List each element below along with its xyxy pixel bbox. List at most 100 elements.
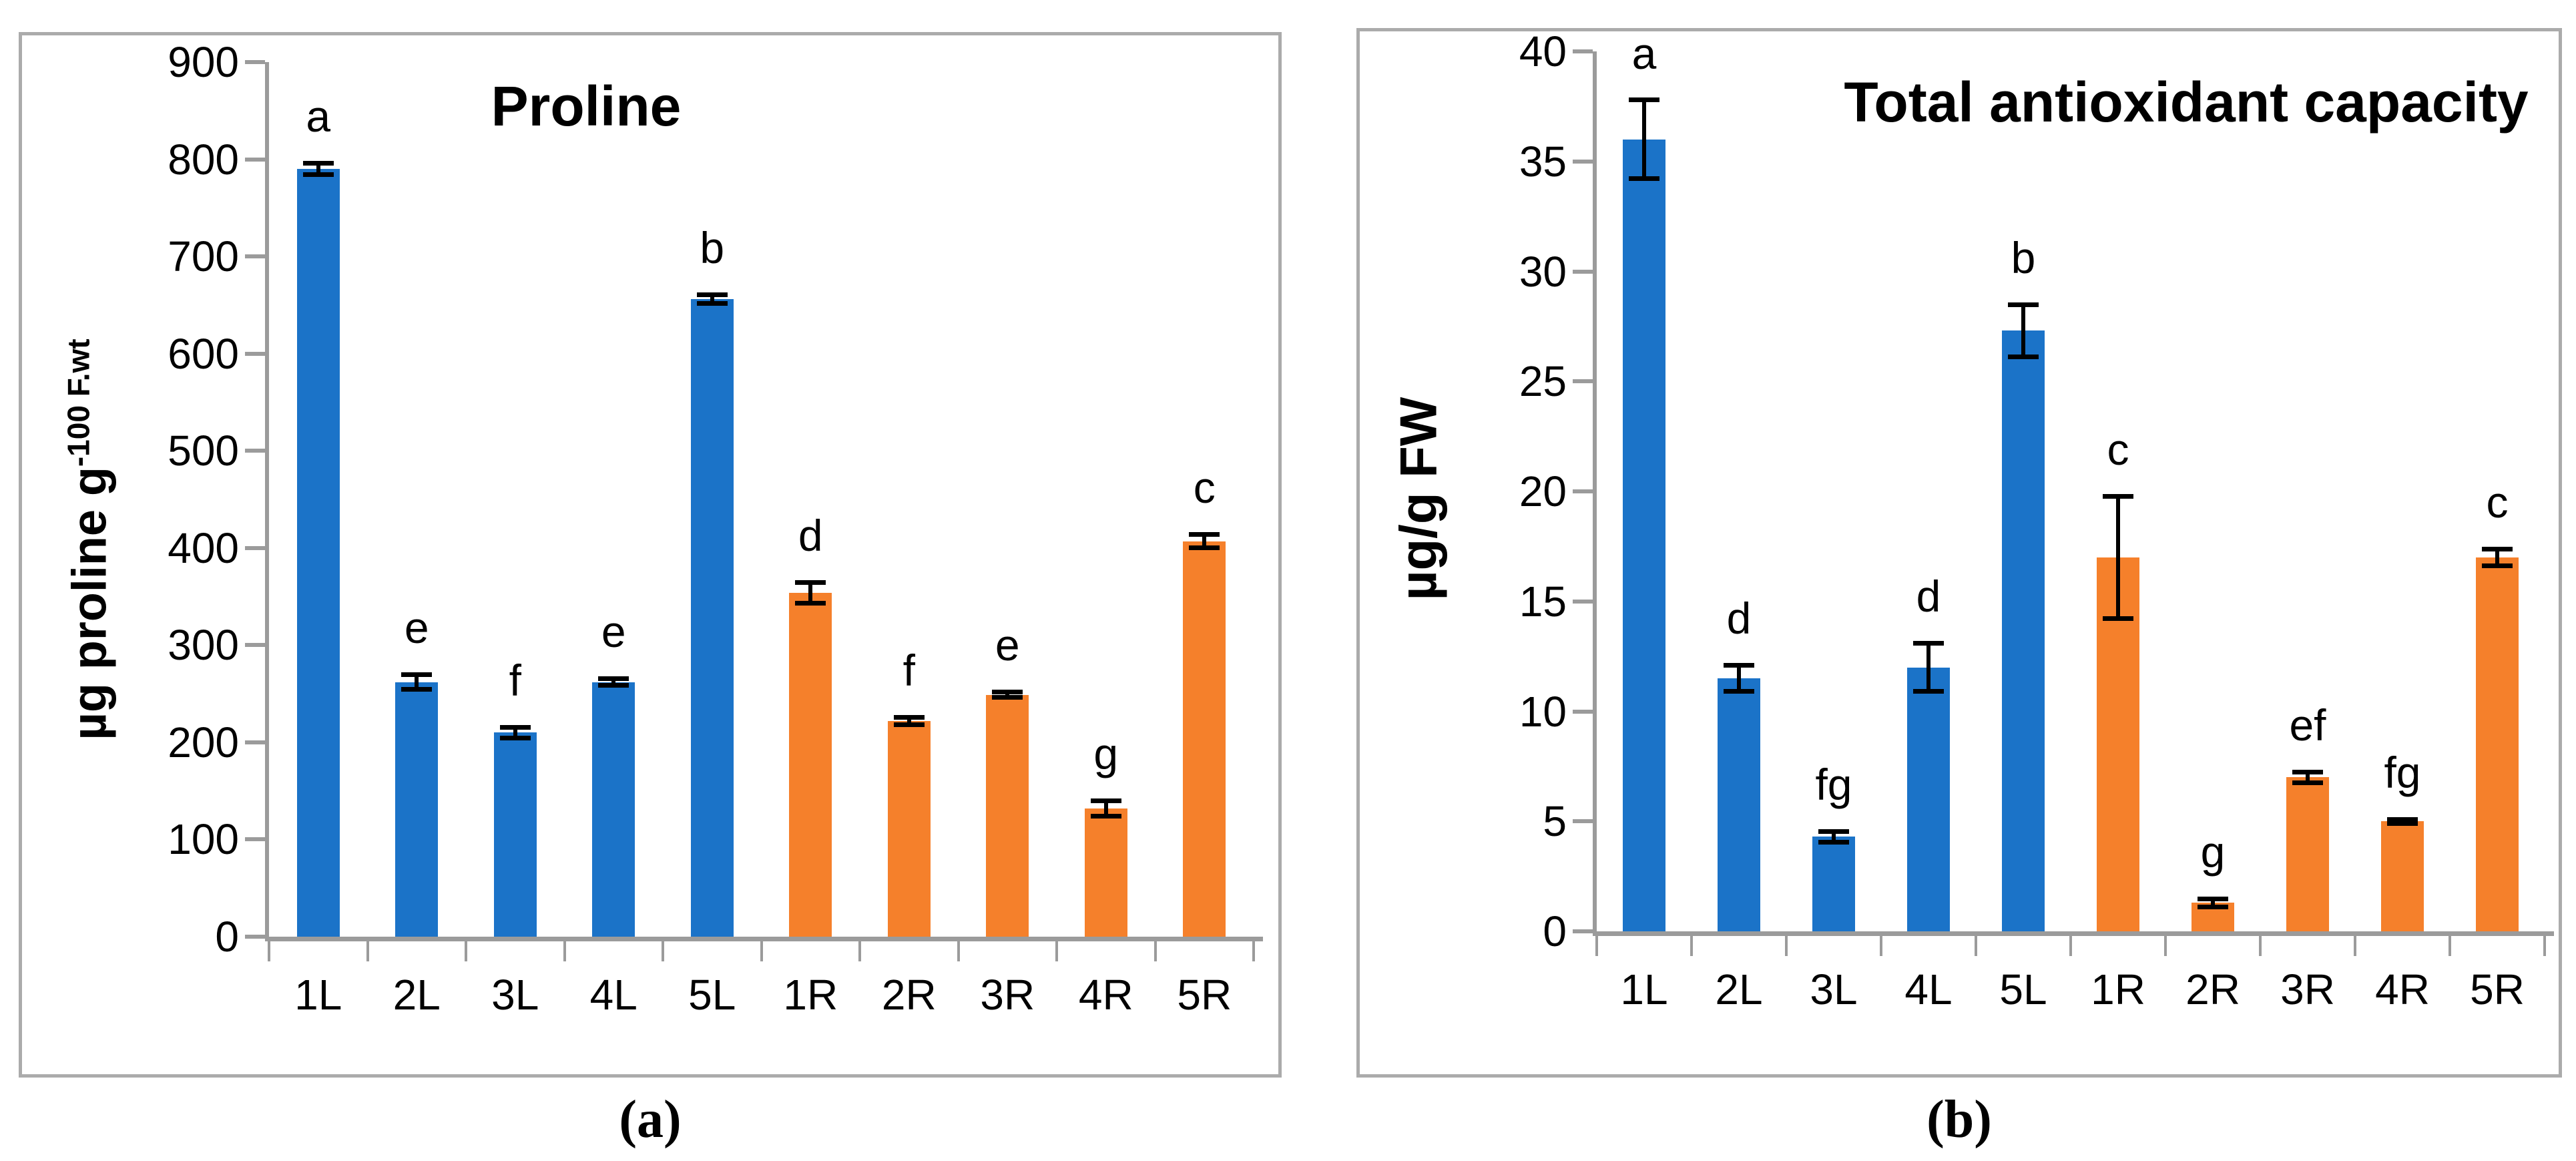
error-bar-cap-bottom-3L — [499, 736, 531, 741]
error-bar-cap-top-4R — [1090, 798, 1121, 804]
y-tick-mark — [1573, 269, 1593, 274]
y-tick-label: 0 — [215, 913, 239, 961]
y-tick-mark — [1573, 489, 1593, 493]
error-bar-cap-bottom-5L — [696, 301, 728, 306]
error-bar-cap-top-5L — [2008, 302, 2039, 307]
x-tick-label-5L: 5L — [1999, 965, 2047, 1013]
x-tick-mark — [957, 939, 960, 961]
error-bar-cap-bottom-3L — [1818, 839, 1849, 845]
error-bar-cap-bottom-4L — [598, 683, 629, 688]
error-bar-cap-top-2L — [401, 672, 433, 677]
y-tick-mark — [245, 351, 265, 356]
x-tick-label-3R: 3R — [980, 971, 1035, 1019]
y-tick-label: 15 — [1519, 577, 1567, 626]
y-tick-mark — [1573, 379, 1593, 384]
x-tick-mark — [2069, 933, 2072, 956]
sig-letter-2L: e — [404, 603, 429, 652]
x-tick-mark — [366, 939, 369, 961]
sig-letter-3L: fg — [1815, 760, 1852, 810]
x-tick-mark — [1690, 933, 1693, 956]
y-tick-mark — [1573, 159, 1593, 164]
y-tick-label: 700 — [168, 232, 239, 281]
y-tick-label: 30 — [1519, 247, 1567, 296]
y-tick-label: 40 — [1519, 28, 1567, 75]
sig-letter-5L: b — [700, 222, 725, 272]
x-tick-label-4L: 4L — [1904, 965, 1953, 1013]
y-tick-label: 200 — [168, 718, 239, 766]
x-tick-mark — [268, 939, 270, 961]
y-tick-mark — [245, 643, 265, 648]
x-tick-mark — [2164, 933, 2167, 956]
bar-2L — [395, 682, 439, 937]
error-bar-cap-bottom-4R — [1090, 813, 1121, 819]
error-bar-line-1R — [808, 582, 813, 604]
bar-1L — [296, 169, 340, 937]
bar-3R — [2286, 777, 2329, 931]
error-bar-cap-top-3R — [2292, 770, 2323, 775]
error-bar-cap-bottom-3R — [992, 694, 1023, 700]
x-tick-mark — [2543, 933, 2546, 956]
chart-panel-total-antioxidant-capacity: Total antioxidant capacity µg/g FW 0 5 10 1… — [1356, 28, 2562, 1078]
error-bar-cap-top-1R — [795, 579, 826, 585]
sig-letter-1L: a — [1631, 28, 1657, 78]
y-tick-label: 100 — [168, 815, 239, 864]
error-bar-cap-top-4L — [598, 676, 629, 681]
sig-letter-1L: a — [306, 91, 331, 142]
x-tick-label-1L: 1L — [1620, 965, 1668, 1013]
x-tick-mark — [1595, 933, 1598, 956]
y-tick-label: 500 — [168, 427, 239, 475]
sig-letter-3R: ef — [2289, 700, 2326, 750]
chart-panel-proline: Proline µg proline g-100 F.wt 0 100 200 300… — [19, 32, 1282, 1078]
subfigure-caption-a: (a) — [619, 1090, 682, 1149]
y-tick-label: 600 — [168, 329, 239, 378]
x-tick-label-1R: 1R — [783, 971, 838, 1019]
error-bar-cap-bottom-2L — [1724, 688, 1754, 694]
y-tick-mark — [245, 545, 265, 550]
x-tick-label-4R: 4R — [1078, 971, 1133, 1019]
y-axis-line — [265, 62, 269, 937]
sig-letter-2R: f — [903, 646, 915, 696]
bar-2R — [887, 720, 931, 937]
x-tick-mark — [1055, 939, 1058, 961]
x-tick-mark — [858, 939, 861, 961]
y-tick-mark — [245, 157, 265, 162]
error-bar-cap-top-1L — [302, 161, 334, 166]
x-tick-label-1L: 1L — [294, 971, 342, 1019]
y-axis-line — [1593, 51, 1597, 931]
error-bar-cap-top-2L — [1724, 663, 1754, 668]
error-bar-cap-bottom-5R — [2482, 563, 2513, 569]
bar-5R — [2476, 557, 2519, 931]
error-bar-cap-bottom-5L — [2008, 355, 2039, 359]
error-bar-line-3R — [1005, 692, 1010, 698]
x-tick-mark — [1153, 939, 1157, 961]
error-bar-line-4R — [1103, 800, 1108, 817]
error-bar-cap-top-3L — [1818, 829, 1849, 835]
x-tick-label-2L: 2L — [393, 971, 441, 1019]
error-bar-cap-bottom-2R — [2198, 904, 2228, 909]
error-bar-line-1L — [316, 163, 320, 175]
y-tick-label: 400 — [168, 523, 239, 572]
error-bar-cap-bottom-1L — [1629, 176, 1659, 182]
x-tick-label-5R: 5R — [1177, 971, 1232, 1019]
bar-1L — [1623, 139, 1665, 931]
error-bar-line-4L — [1926, 643, 1930, 692]
error-bar-line-2L — [415, 674, 419, 690]
error-bar-line-2L — [1737, 665, 1741, 692]
error-bar-line-1R — [2116, 495, 2120, 620]
bar-3L — [493, 732, 537, 937]
error-bar-line-5L — [710, 294, 714, 304]
sig-letter-2L: d — [1726, 594, 1752, 644]
sig-letter-5R: c — [2486, 477, 2509, 527]
x-tick-label-2L: 2L — [1715, 965, 1763, 1013]
bar-5R — [1183, 541, 1226, 937]
bar-4R — [2381, 821, 2424, 931]
bar-3L — [1812, 837, 1855, 931]
sig-letter-4L: d — [1916, 571, 1941, 622]
error-bar-line-5R — [2495, 548, 2499, 567]
error-bar-cap-bottom-2R — [893, 722, 925, 727]
y-tick-mark — [245, 935, 265, 939]
x-tick-mark — [1975, 933, 1977, 956]
y-tick-label: 800 — [168, 135, 239, 184]
y-tick-label: 300 — [168, 621, 239, 670]
bar-1R — [789, 592, 832, 937]
